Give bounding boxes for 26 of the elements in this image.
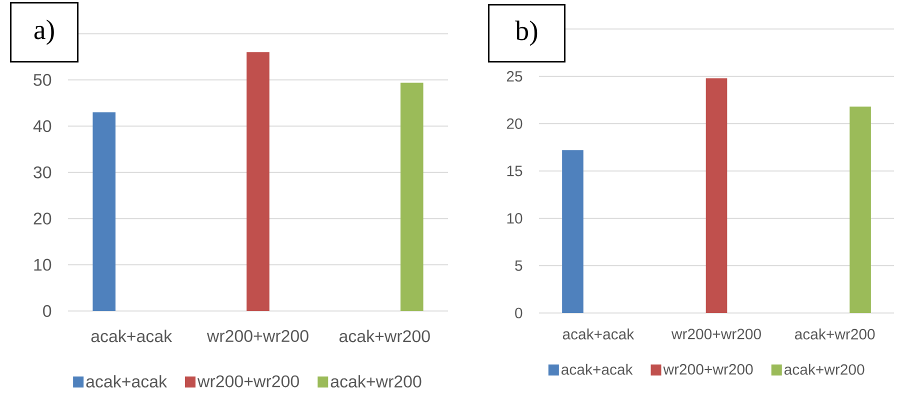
chart-title: a) bbox=[34, 20, 54, 45]
chart-title: b) bbox=[515, 20, 538, 46]
legend-label: acak+wr200 bbox=[784, 364, 864, 375]
y-tick-label: 20 bbox=[506, 118, 522, 129]
y-tick-label: 20 bbox=[34, 212, 52, 225]
y-tick-label: 0 bbox=[43, 305, 52, 317]
y-tick-label: 10 bbox=[507, 213, 522, 224]
y-tick-label: 50 bbox=[34, 74, 52, 86]
y-tick-label: 30 bbox=[34, 166, 52, 178]
legend-label: acak+acak bbox=[86, 375, 168, 388]
legend-label: wr200+wr200 bbox=[663, 364, 753, 375]
x-tick-label: wr200+wr200 bbox=[671, 328, 761, 340]
legend-label: acak+acak bbox=[562, 364, 633, 375]
legend-label: wr200+wr200 bbox=[197, 375, 299, 388]
legend-label: acak+wr200 bbox=[330, 375, 422, 388]
x-tick-label: acak+wr200 bbox=[339, 330, 430, 342]
y-tick-label: 5 bbox=[515, 260, 522, 271]
x-tick-label: acak+acak bbox=[91, 330, 172, 342]
y-tick-label: 15 bbox=[507, 166, 522, 176]
x-tick-label: wr200+wr200 bbox=[206, 330, 308, 342]
y-tick-label: 25 bbox=[506, 71, 522, 82]
y-tick-label: 0 bbox=[515, 308, 522, 318]
y-tick-label: 10 bbox=[34, 258, 52, 271]
x-tick-label: acak+wr200 bbox=[794, 328, 875, 340]
x-tick-label: acak+acak bbox=[562, 328, 634, 340]
y-tick-label: 40 bbox=[33, 120, 52, 132]
